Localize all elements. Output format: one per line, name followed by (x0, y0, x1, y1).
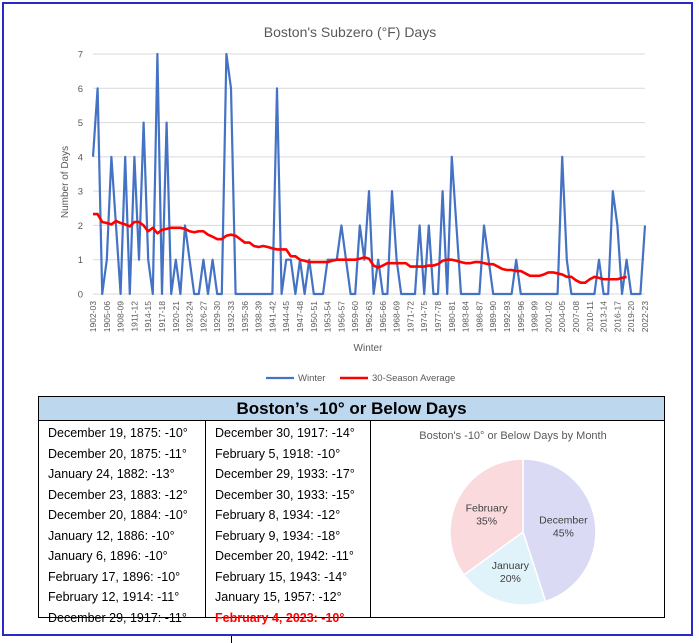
table-title: Boston’s -10° or Below Days (39, 397, 664, 421)
x-tick-label: 1905-06 (102, 301, 112, 332)
x-tick-label: 1977-78 (433, 301, 443, 332)
x-tick-label: 1929-30 (212, 301, 222, 332)
x-tick-label: 1944-45 (281, 301, 291, 332)
y-axis-label: Number of Days (60, 146, 71, 218)
table-entry-latest: February 4, 2023: -10° (215, 610, 345, 625)
pie-slice-label: December (539, 515, 588, 527)
y-tick-label: 2 (78, 221, 83, 232)
x-tick-label: 1989-90 (488, 301, 498, 332)
legend-winter-label: Winter (298, 373, 325, 384)
y-tick-label: 5 (78, 118, 83, 129)
winter-series-line (91, 52, 647, 296)
x-tick-label: 1986-87 (474, 301, 484, 332)
x-tick-label: 1995-96 (516, 301, 526, 332)
x-tick-label: 1926-27 (198, 301, 208, 332)
pie-chart-cell: Boston's -10° or Below Days by Month Dec… (371, 421, 664, 618)
x-tick-label: 1974-75 (419, 301, 429, 332)
chart-title: Boston's Subzero (°F) Days (264, 24, 436, 40)
y-axis-ticks: 0 1 2 3 4 5 6 7 (78, 50, 83, 301)
table-entry: December 20, 1875: -11° (48, 446, 187, 461)
pie-chart-title: Boston's -10° or Below Days by Month (419, 430, 606, 442)
x-tick-label: 2013-14 (599, 301, 609, 332)
table-entry: January 15, 1957: -12° (215, 590, 342, 604)
table-entry: February 15, 1943: -14° (215, 569, 348, 584)
chart-legend: Winter 30-Season Average (266, 373, 455, 384)
x-tick-label: 2022-23 (640, 301, 650, 332)
x-tick-label: 2019-20 (626, 301, 636, 332)
table-entry: February 12, 1914: -11° (48, 590, 180, 604)
x-tick-label: 1902-03 (88, 301, 98, 332)
x-tick-label: 1932-33 (226, 301, 236, 332)
x-tick-label: 1908-09 (116, 301, 126, 332)
table-entry: January 6, 1896: -10° (48, 549, 168, 563)
table-entry: January 12, 1886: -10° (48, 528, 175, 543)
table-entry: December 29, 1933: -17° (215, 467, 355, 481)
table-column-1: December 19, 1875: -10° December 20, 187… (39, 421, 206, 625)
outer-frame (2, 2, 693, 636)
x-tick-label: 1971-72 (405, 301, 415, 332)
table-entry: December 23, 1883: -12° (48, 487, 188, 502)
table-entry: December 20, 1884: -10° (48, 508, 188, 522)
x-tick-label: 1935-36 (240, 301, 250, 332)
y-tick-label: 4 (78, 152, 83, 163)
table-entry: February 5, 1918: -10° (215, 446, 341, 461)
y-tick-label: 1 (78, 255, 83, 266)
table-column-2: December 30, 1917: -14° February 5, 1918… (206, 421, 371, 625)
page-edge-mark (231, 636, 232, 643)
x-tick-label: 2010-11 (585, 301, 595, 332)
pie-slice-label: February (466, 502, 509, 514)
x-tick-label: 1938-39 (254, 301, 264, 332)
x-tick-label: 1962-63 (364, 301, 374, 332)
y-tick-label: 0 (78, 290, 83, 301)
x-tick-label: 1956-57 (336, 301, 346, 332)
x-tick-label: 2007-08 (571, 301, 581, 332)
x-tick-label: 1965-66 (378, 301, 388, 332)
table-entry: December 30, 1933: -15° (215, 487, 355, 502)
x-tick-label: 2001-02 (543, 301, 553, 332)
x-axis-ticks: 1902-03 1905-06 1908-09 1911-12 1914-15 1917-… (88, 301, 650, 332)
y-tick-label: 6 (78, 84, 83, 95)
x-tick-label: 1941-42 (267, 301, 277, 332)
table-entry: February 17, 1896: -10° (48, 569, 181, 584)
table-entry: December 19, 1875: -10° (48, 426, 188, 440)
average-series-line (93, 212, 627, 284)
pie-slice-percent: 20% (500, 573, 521, 585)
pie-slice-label: January (492, 560, 530, 572)
x-tick-label: 1911-12 (129, 301, 139, 332)
x-tick-label: 1992-93 (502, 301, 512, 332)
pie-chart: Boston's -10° or Below Days by Month Dec… (419, 430, 607, 606)
x-tick-label: 1953-54 (323, 301, 333, 332)
x-tick-label: 2004-05 (557, 301, 567, 332)
x-tick-label: 1914-15 (143, 301, 153, 332)
x-tick-label: 1950-51 (309, 301, 319, 332)
pie-slice-percent: 45% (553, 528, 574, 540)
y-tick-label: 7 (78, 50, 83, 61)
x-axis-label: Winter (354, 343, 384, 354)
x-tick-label: 1959-60 (350, 301, 360, 332)
x-tick-label: 1917-18 (157, 301, 167, 332)
x-tick-label: 1998-99 (530, 301, 540, 332)
table-entry: January 24, 1882: -13° (48, 467, 175, 481)
subzero-table: Boston’s -10° or Below Days December 19,… (38, 396, 665, 625)
x-tick-label: 1983-84 (461, 301, 471, 332)
x-tick-label: 2016-17 (612, 301, 622, 332)
pie-slice-december (522, 458, 597, 603)
x-tick-label: 1980-81 (447, 301, 457, 332)
x-tick-label: 1947-48 (295, 301, 305, 332)
x-tick-label: 1968-69 (392, 301, 402, 332)
legend-average-label: 30-Season Average (372, 373, 455, 384)
x-tick-label: 1920-21 (171, 301, 181, 332)
table-entry: February 8, 1934: -12° (215, 508, 341, 522)
y-tick-label: 3 (78, 187, 83, 198)
table-entry: December 20, 1942: -11° (215, 549, 354, 563)
pie-slice-percent: 35% (476, 515, 497, 527)
pie-slice-january (462, 530, 547, 606)
x-tick-label: 1923-24 (185, 301, 195, 332)
line-chart: Boston's Subzero (°F) Days 0 1 2 3 4 5 6 7 1902… (60, 24, 650, 384)
table-entry: December 30, 1917: -14° (215, 426, 355, 440)
pie-slice-february (449, 458, 524, 576)
table-entry: December 29, 1917: -11° (48, 610, 187, 625)
table-entry: February 9, 1934: -18° (215, 528, 341, 543)
